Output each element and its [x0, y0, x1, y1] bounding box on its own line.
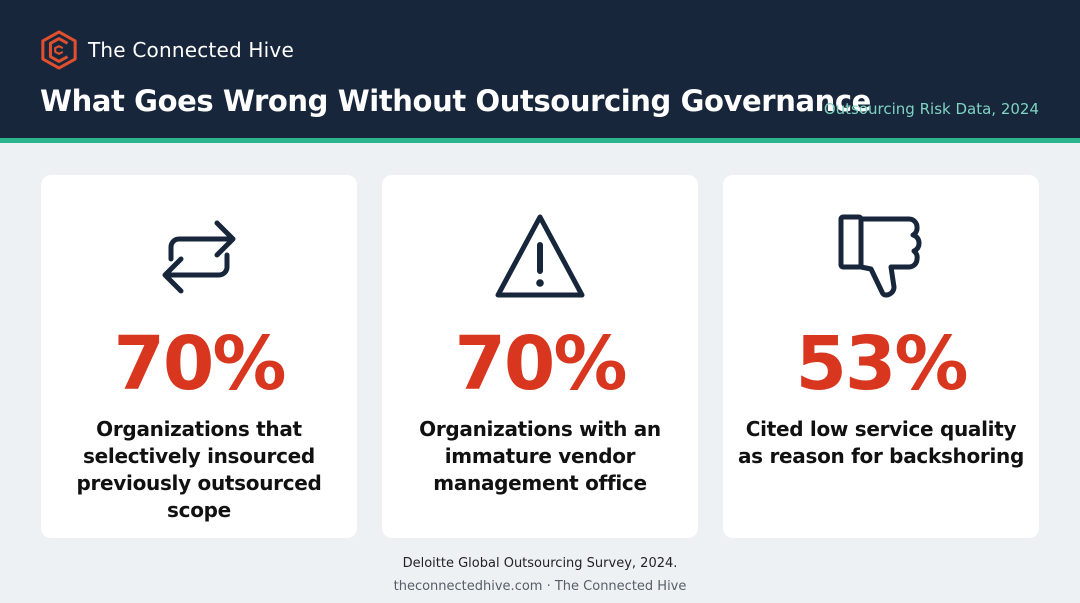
- arrows-exchange-icon: [149, 207, 249, 307]
- stat-card-insourced: 70% Organizations that selectively insou…: [41, 175, 357, 538]
- stat-value: 53%: [795, 321, 968, 407]
- header-banner: The Connected Hive What Goes Wrong Witho…: [0, 0, 1080, 138]
- source-citation: Deloitte Global Outsourcing Survey, 2024…: [402, 556, 678, 571]
- warning-triangle-icon: [490, 207, 590, 307]
- brand: The Connected Hive: [40, 30, 294, 70]
- stat-caption: Organizations with an immature vendor ma…: [419, 417, 661, 495]
- page-title: What Goes Wrong Without Outsourcing Gove…: [40, 84, 871, 118]
- brand-name: The Connected Hive: [88, 38, 294, 62]
- hexagon-logo-icon: [41, 30, 77, 70]
- thumbs-down-icon: [831, 207, 931, 307]
- stat-card-vendor-office: 70% Organizations with an immature vendo…: [382, 175, 698, 538]
- stat-card-backshoring: 53% Cited low service quality as reason …: [723, 175, 1039, 538]
- stat-value: 70%: [113, 321, 286, 407]
- page-subtitle: Outsourcing Risk Data, 2024: [823, 100, 1039, 118]
- accent-divider: [0, 138, 1080, 143]
- stat-caption: Cited low service quality as reason for …: [737, 417, 1025, 468]
- stat-caption: Organizations that selectively insourced…: [76, 417, 322, 522]
- stat-value: 70%: [454, 321, 627, 407]
- site-credit: theconnectedhive.com · The Connected Hiv…: [393, 579, 687, 594]
